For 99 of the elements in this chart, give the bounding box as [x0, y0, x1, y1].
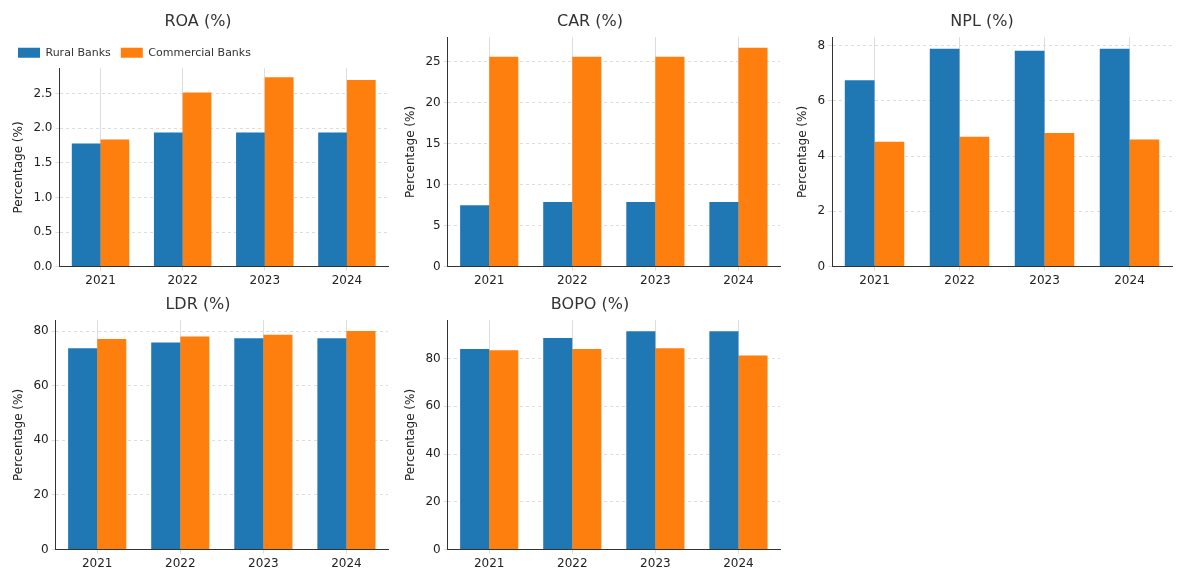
x-tick-label: 2023 — [1029, 272, 1060, 287]
y-tick-label: 2.5 — [33, 85, 53, 100]
x-tick-label: 2024 — [723, 272, 754, 287]
y-tick-label: 2 — [817, 203, 826, 218]
y-tick-label: 20 — [33, 487, 49, 502]
y-axis-title: Percentage (%) — [403, 388, 418, 481]
bar — [572, 348, 602, 550]
y-tick-label: 40 — [33, 432, 49, 447]
bar — [180, 336, 210, 550]
bar — [738, 47, 768, 267]
y-tick-label: 0 — [41, 541, 49, 556]
bar — [71, 143, 101, 267]
x-tick-label: 2023 — [640, 272, 671, 287]
bar — [489, 350, 519, 550]
bar — [460, 205, 490, 267]
x-tick-label: 2021 — [473, 555, 505, 570]
bar — [236, 132, 265, 267]
y-tick-label: 20 — [425, 94, 441, 109]
bar — [844, 80, 875, 267]
x-tick-label: 2024 — [331, 555, 362, 570]
x-tick-label: 2022 — [557, 272, 588, 287]
bar — [1044, 133, 1075, 267]
x-tick-label: 2024 — [1114, 272, 1145, 287]
bar — [929, 48, 960, 267]
bar — [263, 334, 293, 550]
bar — [153, 132, 183, 267]
y-tick-label: 6 — [817, 92, 826, 107]
bar — [97, 339, 127, 550]
bar — [1099, 48, 1130, 267]
y-tick-label: 0 — [433, 258, 441, 273]
y-tick-label: 60 — [425, 398, 441, 413]
y-tick-label: 0 — [433, 541, 441, 556]
x-tick-label: 2021 — [85, 272, 116, 287]
y-tick-label: 25 — [425, 53, 441, 68]
y-tick-label: 8 — [817, 37, 826, 52]
bar — [626, 331, 656, 550]
bar — [234, 338, 264, 550]
x-tick-label: 2023 — [248, 555, 279, 570]
bar — [1014, 50, 1045, 267]
bar — [655, 348, 685, 550]
legend-label: Rural Banks — [45, 45, 112, 59]
bar — [100, 139, 130, 267]
y-tick-label: 0.5 — [33, 224, 53, 239]
chart-title: BOPO (%) — [550, 293, 630, 313]
bar — [543, 201, 573, 267]
y-tick-label: 0.0 — [33, 258, 53, 273]
x-tick-label: 2021 — [81, 555, 113, 570]
bar — [709, 331, 739, 550]
y-tick-label: 80 — [33, 323, 49, 338]
bar — [543, 338, 573, 550]
bar — [317, 338, 347, 550]
bar — [68, 348, 98, 550]
bar — [151, 342, 181, 550]
bar — [489, 56, 519, 267]
x-tick-label: 2024 — [331, 272, 363, 287]
y-tick-label: 1.5 — [33, 155, 53, 170]
legend-label: Commercial Banks — [148, 45, 252, 59]
bar — [264, 77, 294, 267]
bar — [182, 92, 212, 267]
y-tick-label: 4 — [817, 148, 826, 163]
y-tick-label: 10 — [425, 176, 441, 191]
y-tick-label: 5 — [433, 217, 441, 232]
bar — [346, 331, 376, 550]
bar — [1129, 139, 1160, 267]
y-tick-label: 0 — [817, 258, 826, 273]
y-axis-title: Percentage (%) — [11, 121, 26, 214]
x-tick-label: 2022 — [557, 555, 588, 570]
bar — [959, 136, 990, 267]
y-axis-title: Percentage (%) — [11, 388, 26, 481]
x-tick-label: 2022 — [944, 272, 975, 287]
bar — [318, 132, 347, 267]
chart-title: ROA (%) — [164, 10, 232, 30]
y-axis-title: Percentage (%) — [795, 105, 810, 198]
x-tick-label: 2022 — [167, 272, 198, 287]
bar — [655, 56, 685, 267]
bar — [346, 79, 376, 267]
chart-title: NPL (%) — [950, 10, 1014, 30]
x-tick-label: 2023 — [640, 555, 671, 570]
bar — [874, 141, 905, 267]
bar — [626, 201, 656, 267]
chart-title: LDR (%) — [165, 293, 231, 313]
bar — [460, 348, 490, 550]
x-tick-label: 2021 — [473, 272, 505, 287]
bar — [738, 355, 768, 550]
x-tick-label: 2023 — [249, 272, 281, 287]
y-tick-label: 20 — [425, 493, 441, 508]
y-tick-label: 40 — [425, 446, 441, 461]
y-tick-label: 2.0 — [33, 120, 53, 135]
chart-title: CAR (%) — [556, 10, 624, 30]
bar — [572, 56, 602, 267]
y-tick-label: 80 — [425, 350, 441, 365]
y-tick-label: 1.0 — [33, 189, 53, 204]
bar — [709, 201, 739, 267]
y-tick-label: 60 — [33, 377, 49, 392]
x-tick-label: 2022 — [165, 555, 196, 570]
x-tick-label: 2021 — [859, 272, 890, 287]
y-axis-title: Percentage (%) — [403, 105, 418, 198]
y-tick-label: 15 — [425, 135, 441, 150]
x-tick-label: 2024 — [723, 555, 754, 570]
